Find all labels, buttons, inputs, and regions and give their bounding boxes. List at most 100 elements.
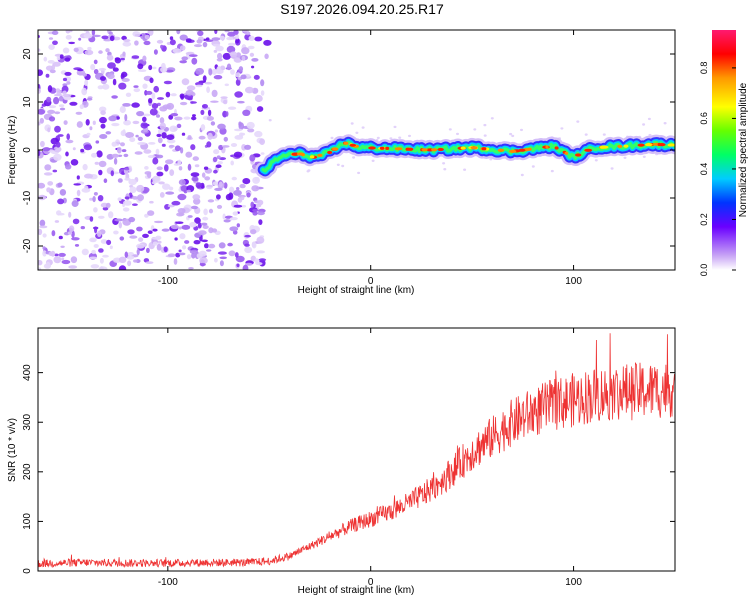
noise-blob (173, 163, 180, 166)
noise-blob (190, 144, 196, 151)
noise-blob (156, 133, 162, 138)
noise-blob (206, 116, 214, 121)
noise-blob (70, 159, 79, 166)
noise-blob (136, 226, 143, 232)
track-peak (645, 143, 653, 147)
noise-blob (246, 121, 255, 129)
noise-blob (98, 169, 103, 176)
noise-blob (174, 116, 183, 121)
track-peak (637, 143, 645, 147)
noise-blob (236, 187, 240, 191)
colorbar-tick-label: 0.6 (699, 112, 709, 125)
noise-blob (174, 237, 178, 241)
noise-blob (92, 120, 96, 126)
noise-blob (231, 176, 237, 181)
noise-blob (157, 137, 163, 144)
noise-blob (48, 105, 57, 109)
noise-blob (131, 55, 140, 59)
noise-blob (63, 120, 68, 125)
x-tick-label: -100 (158, 577, 178, 588)
noise-blob (221, 145, 230, 148)
faint-blob (352, 156, 356, 159)
noise-blob (178, 179, 186, 186)
noise-blob (208, 227, 214, 234)
noise-blob (211, 228, 218, 233)
noise-blob (226, 36, 234, 41)
noise-blob (71, 200, 79, 208)
noise-blob (111, 153, 120, 158)
track-peak (617, 144, 623, 148)
noise-blob (157, 240, 162, 244)
noise-blob (256, 250, 266, 254)
noise-blob (38, 48, 41, 52)
noise-blob (187, 135, 192, 140)
noise-blob (107, 62, 116, 69)
noise-blob (152, 228, 158, 232)
noise-blob (207, 132, 213, 140)
noise-blob (39, 225, 48, 229)
noise-blob (211, 68, 217, 75)
track-peak (657, 142, 661, 147)
noise-blob (129, 186, 137, 194)
faint-blob (550, 169, 554, 173)
noise-blob (194, 44, 202, 48)
noise-blob (119, 236, 125, 241)
faint-blob (268, 119, 272, 122)
noise-blob (201, 239, 208, 243)
noise-blob (181, 224, 191, 230)
noise-blob (79, 104, 85, 110)
noise-blob (123, 200, 132, 206)
noise-blob (118, 222, 123, 229)
noise-blob (228, 250, 236, 257)
snr-y-ticks: 0 100 200 300 400 (22, 364, 675, 574)
noise-blob (234, 135, 244, 140)
noise-blob (142, 233, 149, 238)
noise-blob (68, 30, 73, 33)
noise-blob (257, 199, 264, 206)
noise-blob (233, 30, 239, 35)
noise-blob (98, 160, 107, 168)
noise-blob (201, 172, 206, 178)
noise-blob (84, 49, 94, 56)
noise-blob (174, 145, 181, 152)
noise-blob (117, 197, 122, 201)
spectrogram-x-label: Height of straight line (km) (298, 285, 415, 296)
noise-blob (152, 241, 158, 246)
noise-blob (142, 83, 148, 89)
noise-blob (68, 265, 78, 269)
noise-blob (210, 100, 219, 103)
noise-blob (202, 41, 208, 48)
noise-blob (223, 219, 231, 223)
noise-blob (140, 32, 147, 40)
noise-blob (211, 37, 221, 41)
noise-blob (166, 134, 175, 140)
noise-blob (218, 157, 226, 161)
noise-region (38, 30, 670, 270)
x-tick-label: 100 (565, 276, 582, 287)
noise-blob (136, 243, 145, 249)
noise-blob (52, 169, 58, 173)
noise-blob (234, 128, 243, 132)
noise-blob (102, 83, 110, 90)
noise-blob (178, 226, 182, 230)
y-tick-label: -20 (22, 238, 33, 253)
faint-blob (584, 133, 588, 136)
track-peak (379, 146, 385, 150)
faint-blob (357, 171, 361, 175)
noise-blob (98, 50, 103, 54)
noise-blob (62, 47, 70, 54)
noise-blob (240, 196, 245, 200)
noise-blob (240, 204, 247, 208)
noise-blob (38, 228, 43, 236)
noise-blob (128, 178, 137, 186)
faint-blob (642, 155, 646, 158)
noise-blob (216, 204, 223, 209)
noise-blob (229, 217, 238, 221)
faint-blob (520, 173, 524, 177)
noise-blob (252, 211, 258, 216)
chart-title: S197.2026.094.20.25.R17 (280, 1, 444, 17)
noise-blob (151, 103, 159, 109)
noise-blob (138, 237, 144, 242)
noise-blob (200, 222, 208, 226)
noise-blob (89, 197, 93, 201)
